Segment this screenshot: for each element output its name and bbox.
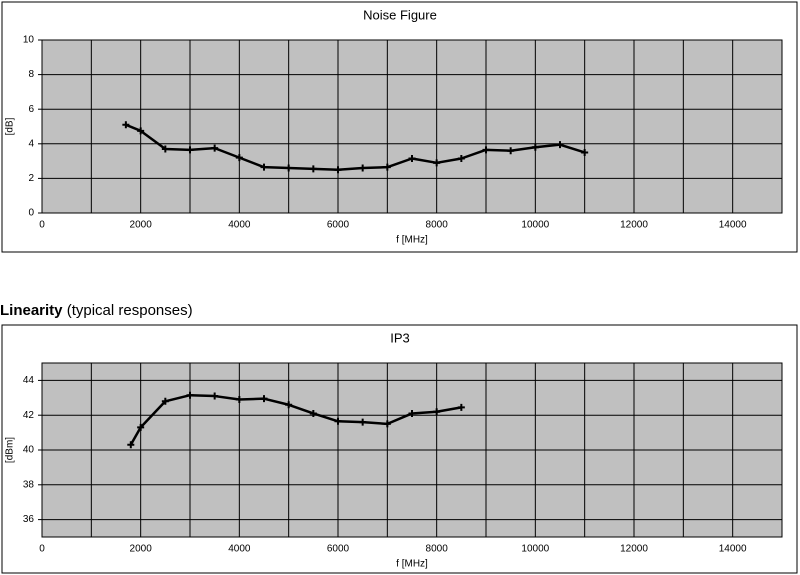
data-marker <box>137 127 145 135</box>
y-tick-label: 44 <box>23 375 35 386</box>
data-marker <box>433 408 441 416</box>
x-tick-label: 6000 <box>327 544 350 555</box>
x-tick-label: 8000 <box>426 220 449 231</box>
x-tick-label: 0 <box>39 220 45 231</box>
heading-normal: (typical responses) <box>67 302 193 319</box>
data-marker <box>161 145 169 153</box>
x-tick-label: 4000 <box>228 220 251 231</box>
x-axis-title: f [MHz] <box>396 235 428 246</box>
chart-title: Noise Figure <box>363 7 437 22</box>
x-tick-label: 12000 <box>620 220 648 231</box>
data-marker <box>457 403 465 411</box>
y-tick-label: 6 <box>28 104 34 115</box>
data-marker <box>507 147 515 155</box>
data-marker <box>531 143 539 151</box>
data-marker <box>556 141 564 149</box>
data-marker <box>457 155 465 163</box>
y-tick-label: 8 <box>28 69 34 80</box>
data-marker <box>186 146 194 154</box>
x-tick-label: 12000 <box>620 544 648 555</box>
data-marker <box>408 155 416 163</box>
y-tick-label: 4 <box>28 138 34 149</box>
data-marker <box>383 163 391 171</box>
data-marker <box>285 164 293 172</box>
y-tick-label: 2 <box>28 173 34 184</box>
data-marker <box>334 166 342 174</box>
data-marker <box>309 165 317 173</box>
data-marker <box>359 164 367 172</box>
heading-bold: Linearity <box>0 302 63 319</box>
data-marker <box>211 392 219 400</box>
y-tick-label: 36 <box>23 514 35 525</box>
data-marker <box>186 391 194 399</box>
x-tick-label: 10000 <box>521 544 549 555</box>
data-marker <box>122 121 130 129</box>
x-tick-label: 0 <box>39 544 45 555</box>
data-marker <box>334 417 342 425</box>
data-marker <box>285 401 293 409</box>
chart-title: IP3 <box>390 330 410 345</box>
y-tick-label: 40 <box>23 445 35 456</box>
section-heading: Linearity (typical responses) <box>0 302 193 319</box>
data-marker <box>137 423 145 431</box>
data-marker <box>211 144 219 152</box>
data-marker <box>359 418 367 426</box>
x-tick-label: 4000 <box>228 544 251 555</box>
x-axis-title: f [MHz] <box>396 559 428 570</box>
data-marker <box>235 154 243 162</box>
data-marker <box>235 396 243 404</box>
data-marker <box>408 409 416 417</box>
x-tick-label: 8000 <box>426 544 449 555</box>
data-marker <box>581 148 589 156</box>
y-tick-label: 10 <box>23 35 35 46</box>
data-marker <box>482 146 490 154</box>
x-tick-label: 14000 <box>719 220 747 231</box>
x-tick-label: 2000 <box>130 220 153 231</box>
data-marker <box>433 159 441 167</box>
plot-area <box>41 39 783 214</box>
x-tick-label: 10000 <box>521 220 549 231</box>
data-marker <box>260 395 268 403</box>
data-marker <box>161 397 169 405</box>
y-axis-title: [dB] <box>5 117 16 135</box>
data-marker <box>127 441 135 449</box>
data-marker <box>383 420 391 428</box>
data-line <box>125 123 586 171</box>
y-tick-label: 42 <box>23 410 35 421</box>
y-tick-label: 38 <box>23 479 35 490</box>
x-tick-label: 2000 <box>130 544 153 555</box>
y-tick-label: 0 <box>28 208 34 219</box>
data-marker <box>309 409 317 417</box>
x-tick-label: 6000 <box>327 220 350 231</box>
data-marker <box>260 163 268 171</box>
y-axis-title: [dBm] <box>5 437 16 463</box>
x-tick-label: 14000 <box>719 544 747 555</box>
